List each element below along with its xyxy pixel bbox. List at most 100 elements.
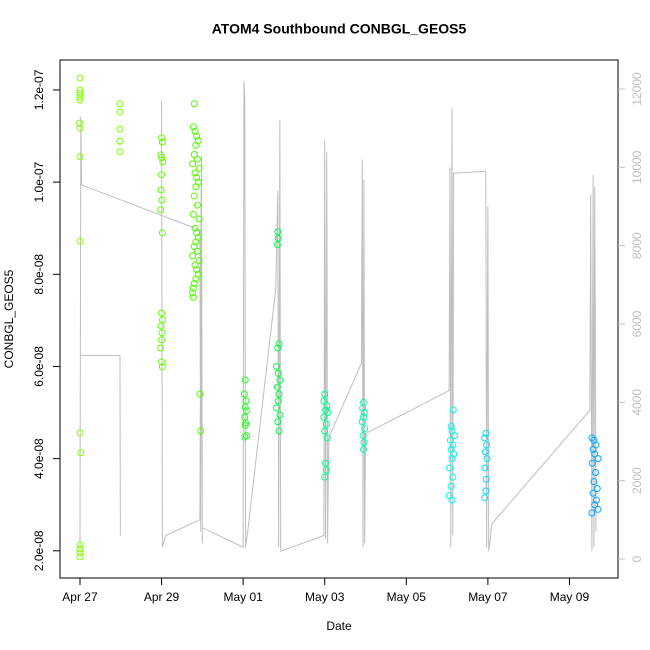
point [197, 427, 205, 435]
point [76, 549, 84, 557]
point [158, 154, 166, 162]
point [273, 362, 281, 370]
point [276, 376, 284, 384]
point [482, 475, 490, 483]
point [76, 93, 84, 101]
point [158, 358, 166, 366]
point [195, 215, 203, 223]
point [158, 329, 166, 337]
point [321, 427, 329, 435]
y2-tick-label: 2000 [630, 467, 644, 494]
point [446, 464, 454, 472]
point [77, 449, 85, 457]
point [192, 238, 200, 246]
point [189, 160, 197, 168]
point [193, 266, 201, 274]
point [589, 489, 597, 497]
point [591, 501, 599, 509]
point [76, 119, 84, 127]
point [275, 427, 283, 435]
point [322, 459, 330, 467]
point [76, 553, 84, 561]
point [323, 434, 331, 442]
point [157, 151, 165, 159]
point [76, 545, 84, 553]
y2-tick-label: 12000 [630, 72, 644, 106]
point [593, 485, 601, 493]
point [76, 541, 84, 549]
point [158, 171, 166, 179]
point [158, 138, 166, 146]
point [359, 413, 367, 421]
point [76, 153, 84, 161]
point [196, 390, 204, 398]
point [450, 432, 458, 440]
point [190, 243, 198, 251]
point [241, 376, 249, 384]
point [358, 418, 366, 426]
point [448, 496, 456, 504]
point [321, 390, 329, 398]
point [274, 418, 282, 426]
point [158, 134, 166, 142]
point [359, 432, 367, 440]
point [242, 407, 250, 415]
point [191, 224, 199, 232]
y-tick-label: 4.0e-08 [32, 438, 46, 479]
point [116, 100, 124, 108]
point [191, 127, 199, 135]
point [359, 404, 367, 412]
point [157, 322, 165, 330]
point [241, 421, 249, 429]
point [158, 196, 166, 204]
point [116, 108, 124, 116]
point [594, 455, 602, 463]
y2-tick-label: 4000 [630, 389, 644, 416]
point [157, 186, 165, 194]
point [157, 344, 165, 352]
y-tick-label: 8.0e-08 [32, 254, 46, 295]
point [116, 148, 124, 156]
point [321, 473, 329, 481]
point [158, 309, 166, 317]
x-tick-label: May 01 [223, 590, 263, 604]
point [449, 473, 457, 481]
point [275, 340, 283, 348]
point [324, 409, 332, 417]
point [241, 413, 249, 421]
point [588, 434, 596, 442]
point [189, 210, 197, 218]
point [158, 229, 166, 237]
point [76, 74, 84, 82]
point [447, 482, 455, 490]
y2-tick-label: 0 [630, 555, 644, 562]
point [274, 234, 282, 242]
y-axis-label: CONBGL_GEOS5 [2, 269, 16, 368]
point [320, 413, 328, 421]
point [190, 280, 198, 288]
point [481, 434, 489, 442]
point [190, 192, 198, 200]
point [158, 363, 166, 371]
point [483, 441, 491, 449]
point [323, 402, 331, 410]
y-tick-label: 2.0e-08 [32, 530, 46, 571]
point [76, 237, 84, 245]
x-tick-label: May 05 [387, 590, 427, 604]
point [482, 487, 490, 495]
point [189, 252, 197, 260]
y2-tick-label: 6000 [630, 310, 644, 337]
point [274, 344, 282, 352]
point [588, 509, 596, 517]
x-tick-label: Apr 27 [62, 590, 98, 604]
x-tick-label: May 03 [305, 590, 345, 604]
point [447, 422, 455, 430]
point [588, 459, 596, 467]
point [192, 275, 200, 283]
point [116, 137, 124, 145]
plot-box [59, 59, 619, 579]
point [116, 125, 124, 133]
point [592, 496, 600, 504]
point [189, 284, 197, 292]
